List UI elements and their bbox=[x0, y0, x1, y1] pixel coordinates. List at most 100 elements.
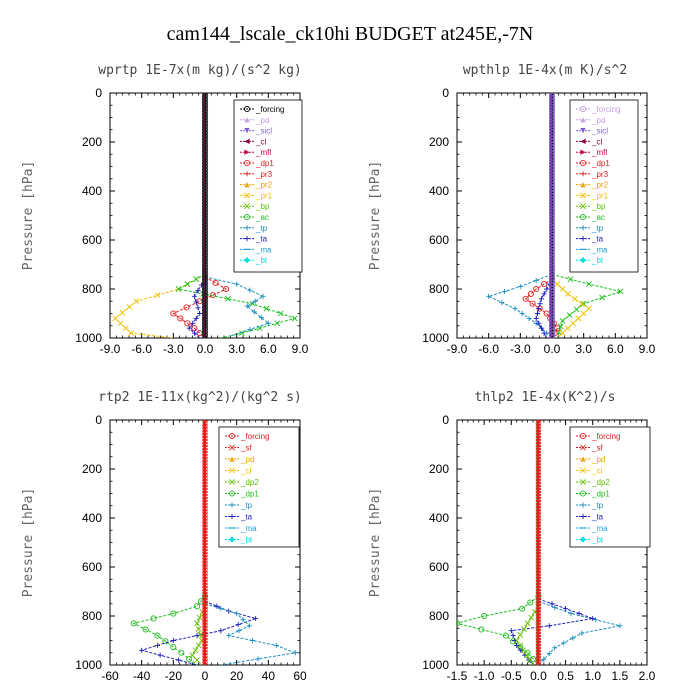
legend-label: _pr2 bbox=[255, 181, 273, 190]
zero-line-marker bbox=[548, 230, 556, 237]
data-point bbox=[112, 315, 119, 322]
zero-line-marker bbox=[548, 319, 556, 326]
legend-label: _ta bbox=[591, 235, 604, 244]
zero-line-marker bbox=[548, 233, 556, 240]
zero-line-marker bbox=[201, 157, 209, 164]
zero-line-marker bbox=[548, 129, 556, 136]
data-point bbox=[576, 610, 582, 617]
legend-marker bbox=[580, 128, 586, 134]
legend-marker bbox=[580, 513, 586, 520]
legend-label: _pr1 bbox=[255, 191, 273, 200]
data-point bbox=[517, 283, 523, 290]
zero-line-marker bbox=[201, 310, 209, 317]
x-tick-label: 0.5 bbox=[557, 669, 574, 683]
zero-line-marker bbox=[201, 126, 209, 133]
zero-line-marker bbox=[201, 96, 209, 103]
data-point bbox=[193, 315, 199, 321]
legend-label: _pr2 bbox=[591, 181, 609, 190]
y-tick-label: 800 bbox=[82, 282, 102, 296]
legend-label: _bt bbox=[255, 256, 268, 265]
y-tick-label: 1000 bbox=[422, 331, 449, 345]
zero-line-marker bbox=[201, 175, 209, 182]
y-axis-label: Pressure [hPa] bbox=[368, 161, 383, 271]
data-point bbox=[538, 325, 545, 331]
legend-marker bbox=[244, 182, 250, 188]
legend-label: _ma bbox=[591, 245, 608, 254]
legend-label: _ma bbox=[591, 524, 608, 533]
zero-line-marker bbox=[201, 138, 209, 146]
zero-line-marker bbox=[201, 123, 209, 130]
y-axis-label: Pressure [hPa] bbox=[21, 488, 36, 598]
data-point bbox=[157, 652, 163, 658]
data-point bbox=[191, 330, 198, 336]
zero-line-marker bbox=[201, 279, 209, 286]
zero-line-marker bbox=[201, 240, 209, 247]
zero-line-marker bbox=[548, 328, 556, 335]
zero-line-marker bbox=[548, 258, 556, 265]
zero-line-marker bbox=[548, 160, 556, 167]
y-tick-label: 200 bbox=[429, 462, 449, 476]
legend-label: _cl bbox=[255, 137, 266, 146]
data-point bbox=[130, 620, 137, 627]
legend-label: _cl bbox=[591, 137, 602, 146]
legend-label: _dp2 bbox=[240, 478, 259, 487]
zero-line-marker bbox=[201, 261, 209, 268]
data-point bbox=[291, 315, 298, 322]
data-point bbox=[478, 626, 485, 633]
data-point bbox=[580, 310, 587, 317]
data-point bbox=[564, 290, 571, 297]
x-tick-label: -0.5 bbox=[501, 669, 522, 683]
zero-line-marker bbox=[548, 209, 556, 216]
zero-line-marker bbox=[201, 117, 209, 124]
zero-line-marker bbox=[548, 200, 556, 207]
zero-line-marker bbox=[548, 142, 556, 149]
data-point bbox=[234, 610, 240, 617]
data-point bbox=[552, 645, 558, 651]
zero-line-marker bbox=[548, 264, 556, 271]
zero-line-marker bbox=[548, 331, 556, 338]
data-point bbox=[226, 633, 232, 639]
data-point bbox=[196, 298, 203, 305]
legend-label: _tp bbox=[240, 501, 253, 510]
data-point bbox=[519, 310, 525, 317]
zero-line-marker bbox=[548, 184, 556, 191]
legend-marker bbox=[244, 171, 250, 177]
x-tick-label: 6.0 bbox=[607, 342, 624, 356]
zero-line-marker bbox=[548, 243, 556, 250]
data-point bbox=[178, 649, 185, 656]
zero-line-marker bbox=[201, 307, 209, 314]
zero-line-marker bbox=[548, 105, 556, 112]
zero-line-marker bbox=[548, 206, 556, 213]
zero-line-marker bbox=[548, 203, 556, 210]
zero-line-marker bbox=[201, 255, 209, 262]
data-point bbox=[533, 285, 540, 293]
zero-line-marker bbox=[201, 334, 209, 338]
data-point bbox=[236, 628, 242, 634]
zero-line-marker bbox=[201, 93, 209, 97]
zero-line-marker bbox=[201, 224, 209, 231]
data-point bbox=[561, 640, 567, 646]
data-point bbox=[562, 606, 569, 612]
zero-line-marker bbox=[201, 129, 209, 136]
x-tick-label: -9.0 bbox=[447, 342, 468, 356]
legend-label: _cl bbox=[591, 467, 602, 476]
data-point bbox=[258, 314, 264, 321]
zero-line-marker bbox=[548, 194, 556, 201]
zero-line-marker bbox=[201, 233, 209, 240]
data-point bbox=[541, 330, 547, 336]
data-point bbox=[273, 642, 279, 648]
data-point bbox=[247, 287, 253, 293]
data-point bbox=[247, 326, 253, 333]
legend-label: _sf bbox=[240, 444, 252, 453]
data-point bbox=[570, 635, 576, 641]
zero-line-marker bbox=[201, 246, 209, 253]
data-point bbox=[533, 277, 539, 284]
legend-marker bbox=[580, 117, 586, 123]
data-point bbox=[292, 650, 298, 656]
legend-label: _tp bbox=[591, 224, 604, 233]
series-line bbox=[551, 278, 590, 338]
zero-line-marker bbox=[201, 282, 209, 289]
zero-line-marker bbox=[201, 206, 209, 213]
series-line bbox=[516, 605, 539, 665]
data-point bbox=[253, 615, 259, 622]
